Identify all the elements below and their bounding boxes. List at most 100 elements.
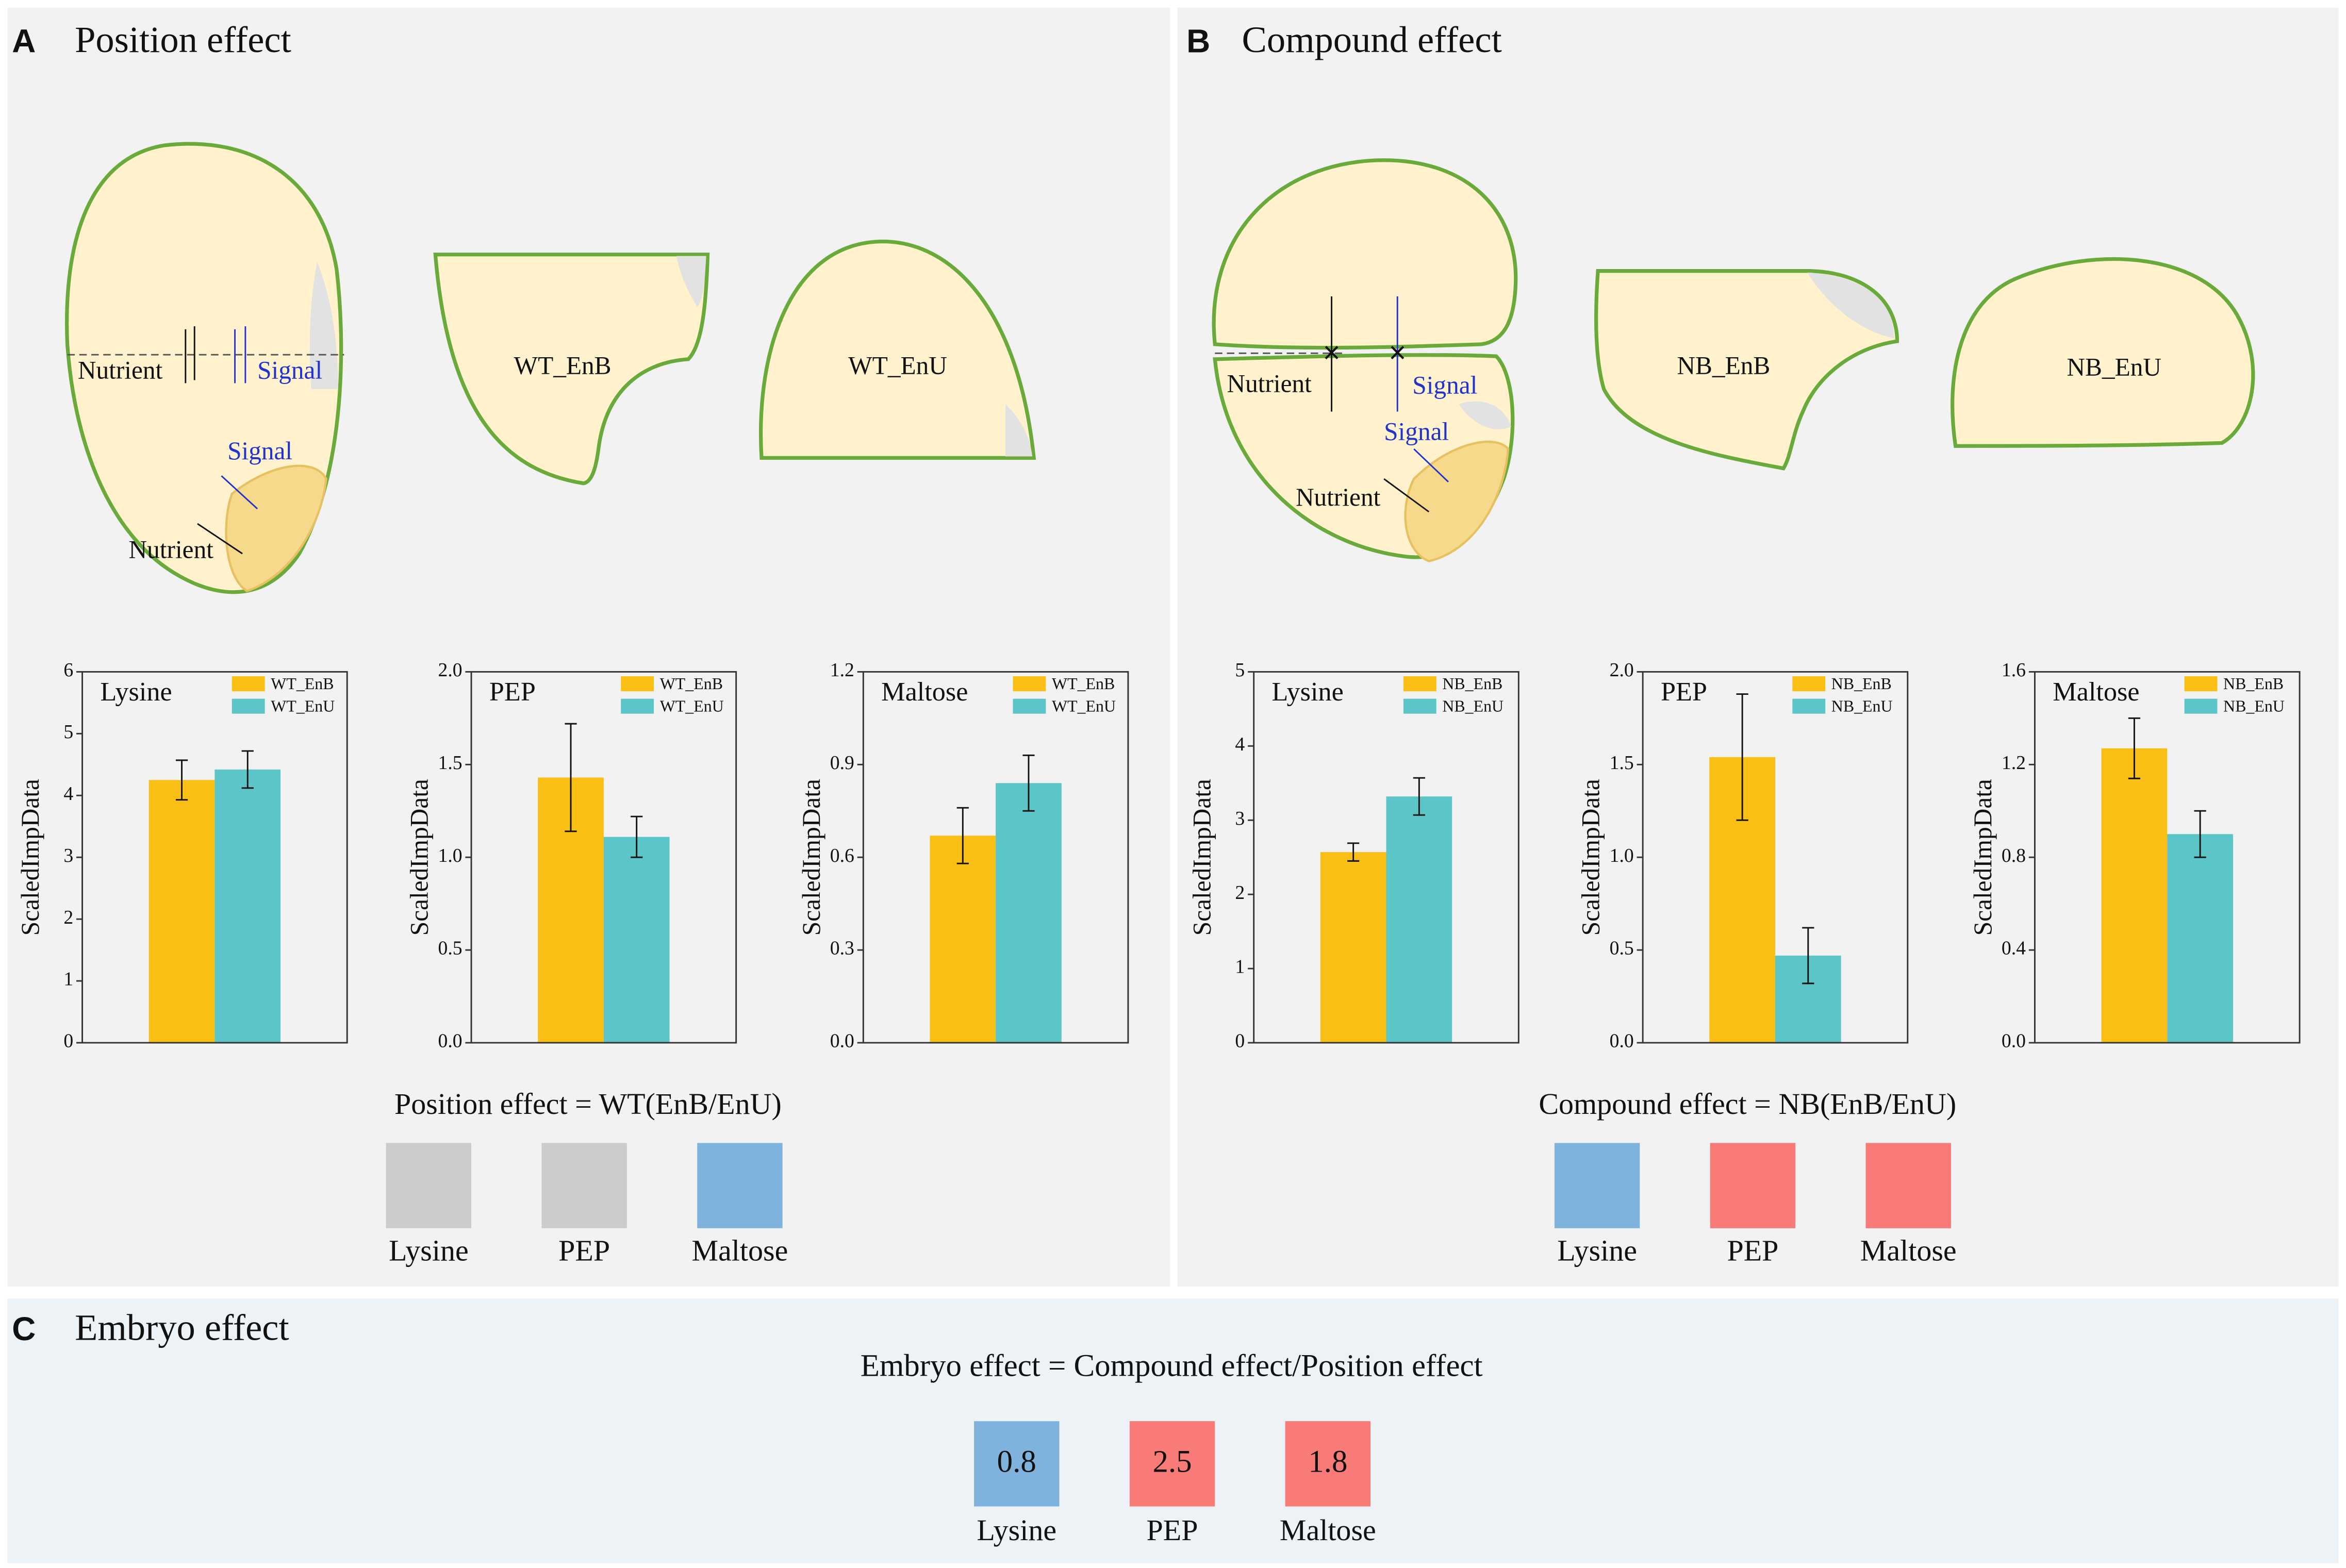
y-tick-label: 3: [1235, 808, 1245, 829]
diagram-label: Signal: [257, 356, 322, 384]
effect-label: Maltose: [1860, 1233, 1957, 1267]
y-tick-label: 4: [1235, 733, 1245, 755]
bar: [2101, 748, 2168, 1043]
diagram-label: WT_EnU: [848, 352, 947, 380]
effect-value: 1.8: [1308, 1444, 1347, 1479]
y-tick-label: 0.0: [830, 1030, 854, 1052]
y-tick-label: 1.0: [1610, 845, 1634, 866]
legend-swatch: [1792, 698, 1826, 714]
y-tick-label: 0.5: [438, 938, 462, 959]
effect-value: 0.8: [997, 1444, 1036, 1479]
effect-label: Lysine: [389, 1233, 469, 1267]
effect-label: PEP: [1147, 1513, 1198, 1547]
y-axis-label: ScaledImpData: [405, 779, 434, 936]
y-axis-label: ScaledImpData: [1969, 779, 1997, 936]
svg-text:×: ×: [1389, 336, 1406, 370]
diagram-label: Nutrient: [1296, 483, 1381, 511]
legend-label: NB_EnU: [1442, 697, 1504, 715]
y-tick-label: 0.5: [1610, 938, 1634, 959]
effect-box: [1710, 1143, 1796, 1228]
y-tick-label: 4: [63, 783, 73, 805]
formula: Compound effect = NB(EnB/EnU): [1539, 1087, 1956, 1121]
y-tick-label: 3: [63, 845, 73, 866]
bar: [996, 783, 1062, 1043]
diagram-label: Nutrient: [78, 356, 163, 384]
effect-label: Lysine: [977, 1513, 1056, 1547]
y-tick-label: 2.0: [1610, 659, 1634, 681]
formula: Embryo effect = Compound effect/Position…: [861, 1349, 1483, 1383]
formula: Position effect = WT(EnB/EnU): [394, 1087, 782, 1121]
effect-box: [1285, 1421, 1371, 1507]
legend-swatch: [2184, 676, 2218, 692]
legend-swatch: [232, 698, 265, 714]
legend-label: WT_EnU: [660, 697, 724, 715]
effect-label: PEP: [1727, 1233, 1778, 1267]
error-bar: [956, 807, 969, 864]
legend-swatch: [621, 676, 654, 692]
y-tick-label: 0.8: [2002, 845, 2026, 866]
panel-letter: A: [12, 22, 36, 59]
effect-box: [541, 1143, 627, 1228]
effect-box: [1554, 1143, 1640, 1228]
error-bar: [2128, 717, 2141, 779]
diagram-label: Signal: [227, 437, 292, 465]
chart-title: PEP: [1661, 677, 1707, 707]
y-tick-label: 1.2: [2002, 752, 2026, 774]
diagram-label: Nutrient: [1227, 369, 1312, 397]
bar: [2167, 834, 2233, 1043]
effect-value: 2.5: [1152, 1444, 1192, 1479]
y-tick-label: 1.6: [2002, 659, 2026, 681]
y-tick-label: 1.5: [438, 752, 462, 774]
y-tick-label: 0.0: [1610, 1030, 1634, 1052]
effect-label: Lysine: [1557, 1233, 1637, 1267]
svg-text:×: ×: [1323, 336, 1341, 370]
legend-swatch: [1403, 698, 1436, 714]
error-bar: [1802, 927, 1814, 985]
chart-title: Lysine: [1272, 677, 1344, 707]
y-tick-label: 2.0: [438, 659, 462, 681]
diagram-label: WT_EnB: [514, 352, 612, 380]
diagram-label: NB_EnB: [1677, 352, 1770, 380]
legend-swatch: [621, 698, 654, 714]
effect-box: [1865, 1143, 1951, 1228]
diagram-label: Signal: [1412, 371, 1477, 399]
y-tick-label: 2: [63, 907, 73, 928]
legend-label: NB_EnU: [1831, 697, 1893, 715]
y-tick-label: 1: [1235, 956, 1245, 978]
bar: [214, 769, 281, 1043]
effect-box: [386, 1143, 472, 1228]
panel-title: Embryo effect: [75, 1307, 289, 1348]
panel-letter: B: [1186, 22, 1210, 59]
legend-swatch: [2184, 698, 2218, 714]
error-bar: [2194, 810, 2206, 858]
panel-title: Position effect: [75, 19, 291, 60]
error-bar: [1022, 754, 1035, 812]
y-tick-label: 0.9: [830, 752, 854, 774]
diagram-label: NB_EnU: [2067, 353, 2161, 381]
legend-label: NB_EnU: [2223, 697, 2285, 715]
chart-title: Maltose: [2053, 677, 2139, 707]
effect-label: Maltose: [691, 1233, 788, 1267]
legend-swatch: [1792, 676, 1826, 692]
legend-label: WT_EnB: [1052, 675, 1115, 693]
effect-box: [974, 1421, 1060, 1507]
bar: [148, 780, 215, 1043]
diagram-label: Signal: [1384, 417, 1449, 445]
legend-label: NB_EnB: [2223, 675, 2284, 693]
y-tick-label: 1.5: [1610, 752, 1634, 774]
y-axis-label: ScaledImpData: [1577, 779, 1605, 936]
y-tick-label: 2: [1235, 882, 1245, 904]
y-tick-label: 0.3: [830, 938, 854, 959]
error-bar: [1736, 693, 1748, 821]
error-bar: [1347, 842, 1360, 862]
legend-label: NB_EnB: [1442, 675, 1502, 693]
plot-frame: [1253, 671, 1519, 1044]
legend-swatch: [1013, 698, 1046, 714]
y-tick-label: 0.6: [830, 845, 854, 866]
bar: [1320, 852, 1386, 1043]
chart-title: PEP: [489, 677, 536, 707]
legend-swatch: [1013, 676, 1046, 692]
bar: [603, 837, 670, 1043]
bar: [1386, 796, 1452, 1043]
